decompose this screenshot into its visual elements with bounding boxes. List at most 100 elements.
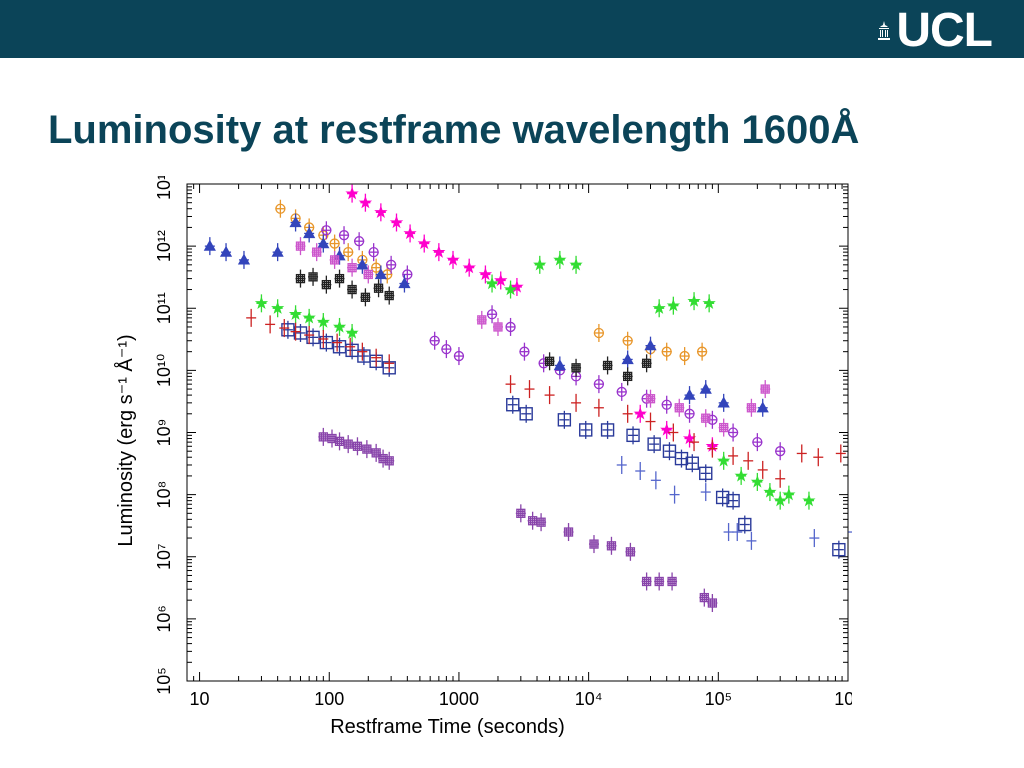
y-tick-label: 10¹¹	[154, 292, 174, 324]
data-point	[347, 280, 358, 299]
data-point	[746, 531, 757, 550]
data-point	[752, 433, 763, 452]
x-tick-label: 1000	[439, 689, 479, 709]
data-point	[743, 451, 754, 470]
data-point	[835, 444, 846, 463]
data-point	[616, 382, 627, 401]
data-point	[345, 184, 359, 203]
series-group	[295, 237, 771, 437]
data-point	[343, 243, 354, 262]
y-tick-label: 10¹²	[154, 230, 174, 262]
data-point	[757, 460, 768, 479]
data-point	[332, 333, 343, 352]
data-point	[332, 317, 347, 336]
data-point	[732, 523, 743, 542]
data-point	[679, 347, 690, 366]
x-tick-label: 100	[314, 689, 344, 709]
data-point	[510, 277, 524, 296]
data-point	[271, 243, 284, 262]
data-point	[356, 255, 369, 274]
data-point	[345, 341, 359, 360]
data-point	[357, 347, 371, 366]
data-point	[429, 331, 440, 350]
data-point	[295, 269, 306, 288]
ucl-logo: UCL	[876, 4, 993, 57]
data-point	[802, 491, 816, 510]
y-tick-label: 10⁷	[154, 543, 174, 570]
data-point	[303, 224, 316, 243]
data-point	[343, 435, 354, 454]
data-point	[699, 464, 713, 483]
data-point	[848, 531, 852, 533]
x-tick-label: 10⁴	[575, 689, 603, 709]
scatter-chart: 10 100 1000 10⁴ 10⁵ 10⁶ 10⁵ 10⁶ 10⁷ 10⁸ 10⁹ 10¹⁰ 10¹…	[114, 176, 852, 738]
data-point	[385, 255, 397, 274]
data-point	[334, 432, 345, 451]
data-point	[398, 274, 411, 293]
data-point	[641, 354, 652, 373]
data-point	[293, 323, 308, 342]
y-tick-label: 10⁵	[154, 667, 174, 694]
data-point	[371, 348, 382, 367]
data-point	[707, 594, 718, 613]
data-point	[219, 243, 233, 262]
series-group	[246, 308, 846, 488]
data-point	[373, 279, 384, 298]
data-point	[661, 342, 672, 361]
data-point	[775, 469, 786, 488]
data-point	[674, 449, 689, 468]
data-point	[357, 342, 368, 361]
series-group	[295, 267, 652, 386]
data-point	[288, 305, 303, 324]
data-point	[738, 515, 752, 534]
data-point	[505, 317, 516, 336]
data-point	[275, 199, 286, 218]
data-point	[699, 588, 710, 607]
data-point	[374, 203, 388, 222]
data-point	[563, 523, 574, 542]
data-point	[616, 455, 627, 474]
logo-text: UCL	[896, 4, 993, 57]
data-point	[345, 323, 359, 342]
data-point	[571, 358, 582, 377]
data-point	[689, 433, 700, 452]
data-point	[593, 323, 605, 342]
data-point	[361, 440, 372, 459]
data-point	[707, 439, 718, 458]
data-point	[600, 420, 615, 439]
data-point	[478, 265, 493, 284]
data-point	[237, 250, 251, 269]
data-point	[809, 529, 820, 548]
data-point	[358, 193, 373, 212]
data-point	[302, 308, 316, 327]
y-tick-label: 10⁸	[154, 481, 174, 509]
data-point	[319, 333, 334, 352]
header-banner	[0, 0, 1024, 58]
data-point	[503, 280, 518, 299]
data-point	[662, 442, 677, 461]
data-point	[685, 454, 699, 473]
data-point	[813, 448, 824, 467]
y-tick-label: 10¹⁰	[154, 354, 174, 387]
data-point	[602, 356, 613, 375]
data-point	[329, 234, 340, 253]
data-point	[571, 393, 582, 412]
data-point	[321, 275, 332, 294]
data-point	[417, 234, 431, 253]
series-group	[616, 455, 852, 550]
plot-frame	[186, 183, 849, 682]
data-point	[606, 536, 617, 555]
data-point	[702, 294, 716, 313]
data-point	[254, 294, 269, 313]
slide-title: Luminosity at restframe wavelength 1600Å	[48, 108, 860, 152]
data-point	[329, 250, 340, 269]
data-point	[756, 398, 769, 417]
data-point	[544, 386, 555, 405]
data-point	[352, 437, 363, 456]
data-point	[246, 308, 257, 327]
data-point	[462, 258, 476, 277]
data-point	[334, 269, 345, 288]
data-point	[519, 404, 533, 423]
data-point	[683, 386, 696, 405]
data-point	[715, 488, 730, 507]
